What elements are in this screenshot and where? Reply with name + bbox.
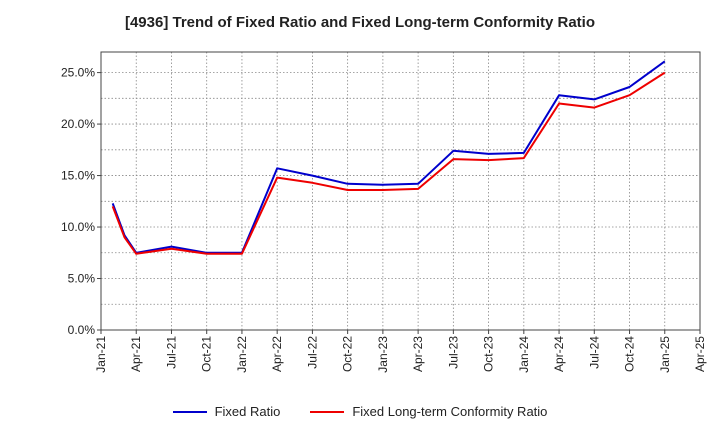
y-tick-label: 20.0% (61, 117, 95, 131)
x-tick-label: Oct-23 (482, 336, 496, 372)
x-tick-label: Apr-25 (693, 336, 707, 372)
x-tick-label: Jul-22 (305, 336, 319, 369)
legend-item-fixed-long-term: Fixed Long-term Conformity Ratio (310, 404, 547, 419)
series-line-fixed-ratio (111, 60, 666, 254)
y-tick-label: 0.0% (68, 323, 96, 337)
y-tick-label: 5.0% (68, 272, 96, 286)
x-tick-label: Jan-22 (235, 336, 249, 373)
x-tick-label: Apr-23 (411, 336, 425, 372)
x-tick-label: Jan-23 (376, 336, 390, 373)
x-tick-label: Oct-22 (341, 336, 355, 372)
legend-swatch-fixed-ratio (172, 410, 207, 413)
x-tick-label: Apr-21 (129, 336, 143, 372)
x-tick-label: Jul-23 (446, 336, 460, 369)
legend-swatch-fixed-long-term (310, 410, 345, 413)
x-tick-label: Apr-24 (552, 336, 566, 372)
x-tick-label: Jan-21 (94, 336, 108, 373)
x-tick-label: Jan-24 (517, 336, 531, 373)
x-tick-label: Jul-21 (164, 336, 178, 369)
plot-border (100, 51, 701, 331)
chart-title: [4936] Trend of Fixed Ratio and Fixed Lo… (124, 14, 596, 31)
y-tick-label: 25.0% (61, 66, 95, 80)
series-line-fixed-long-term-conformity-ratio (111, 71, 666, 255)
legend: Fixed Ratio Fixed Long-term Conformity R… (0, 404, 720, 419)
x-tick-label: Oct-21 (200, 336, 214, 372)
y-tick-label: 10.0% (61, 220, 95, 234)
legend-item-fixed-ratio: Fixed Ratio (172, 404, 281, 419)
legend-label-fixed-long-term: Fixed Long-term Conformity Ratio (352, 404, 548, 419)
x-tick-label: Apr-22 (270, 336, 284, 372)
y-tick-label: 15.0% (61, 169, 95, 183)
x-tick-label: Oct-24 (623, 336, 637, 372)
x-tick-label: Jan-25 (658, 336, 672, 373)
legend-label-fixed-ratio: Fixed Ratio (214, 404, 281, 419)
x-tick-label: Jul-24 (587, 336, 601, 369)
